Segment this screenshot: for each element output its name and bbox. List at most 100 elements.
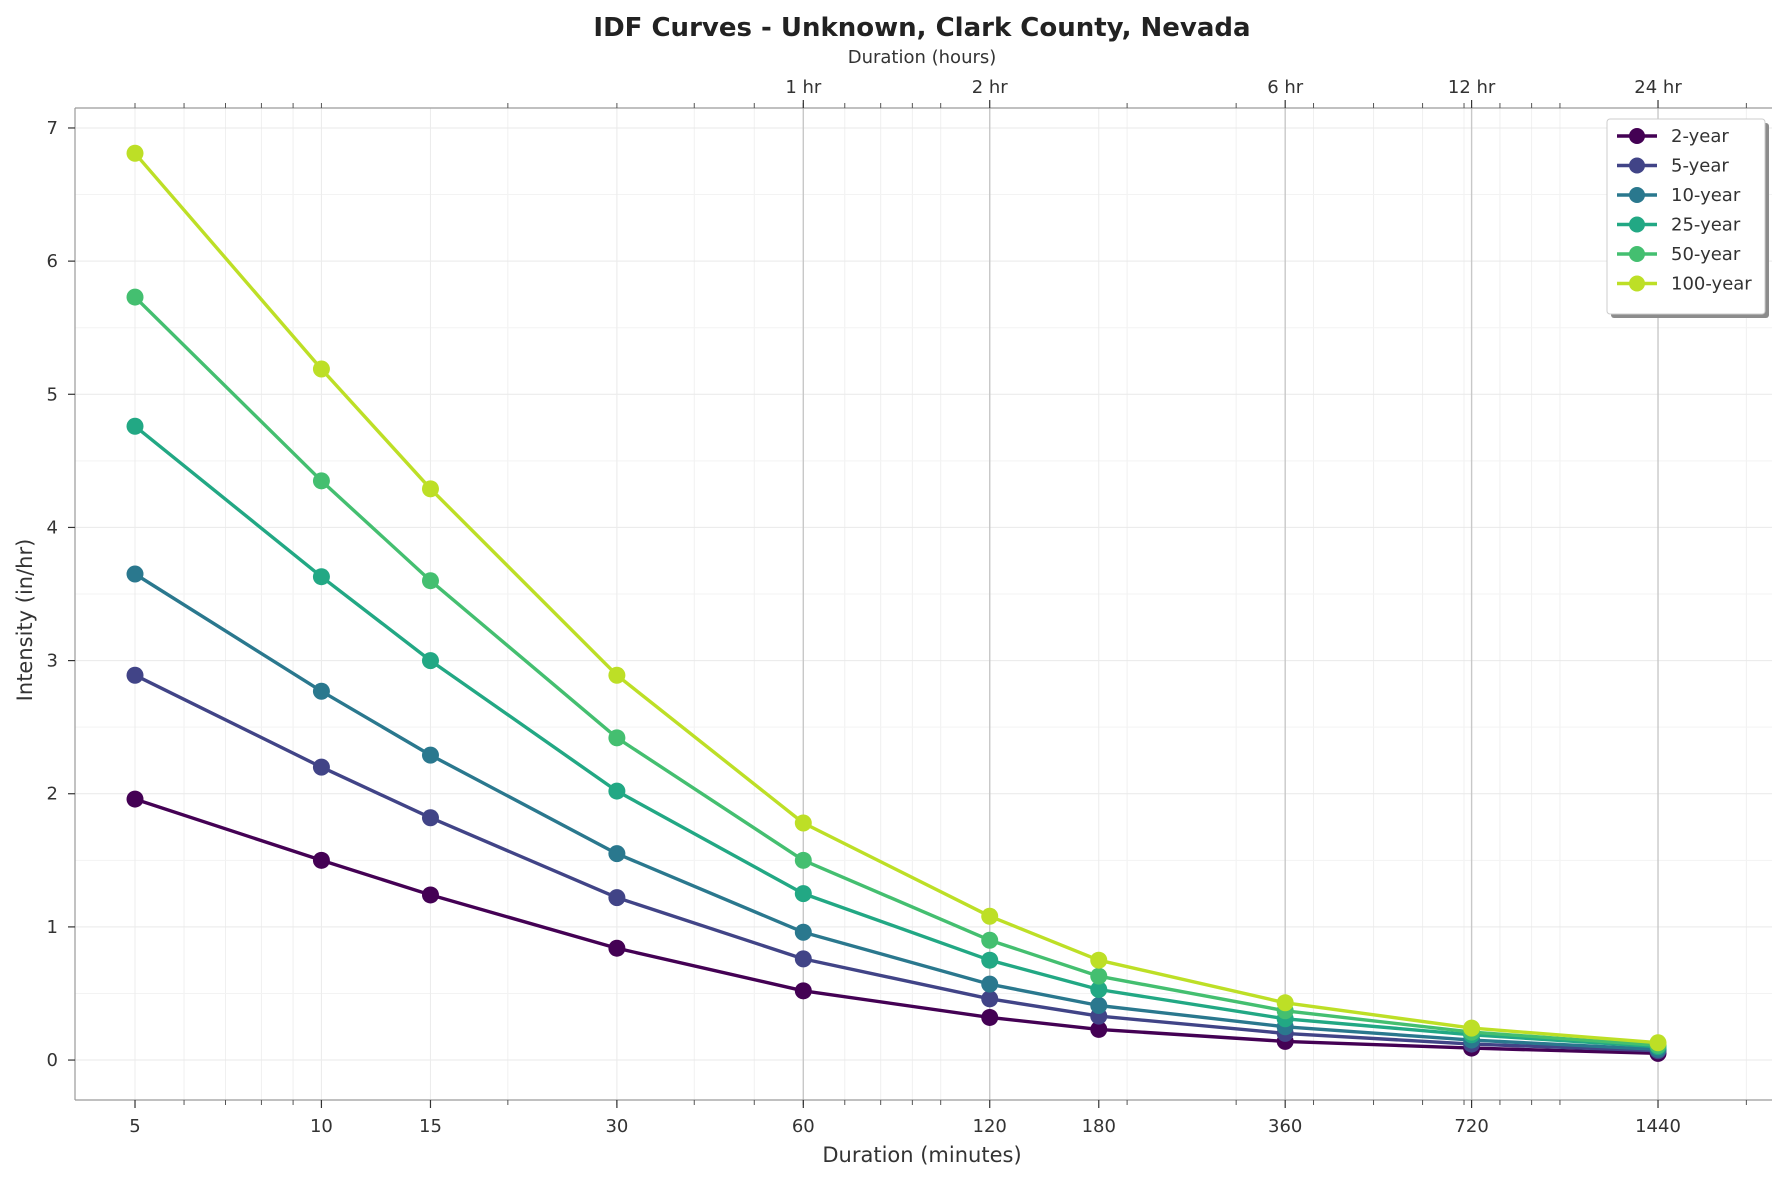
data-point <box>312 360 330 378</box>
legend-entry: 25-year <box>1617 215 1741 236</box>
data-point <box>126 565 144 583</box>
legend-marker <box>1629 216 1645 233</box>
data-point <box>608 889 626 907</box>
data-point <box>312 568 330 586</box>
legend-entry: 10-year <box>1617 185 1741 206</box>
series-group <box>126 144 1667 1062</box>
data-point <box>1090 996 1108 1014</box>
data-point <box>1090 967 1108 985</box>
data-point <box>126 417 144 435</box>
top-axis-label: Duration (hours) <box>848 47 997 68</box>
y-tick-label: 2 <box>47 784 58 805</box>
y-tick-label: 6 <box>47 251 58 272</box>
data-point <box>126 666 144 684</box>
data-point <box>608 782 626 800</box>
legend-marker <box>1629 275 1645 292</box>
top-tick-label: 12 hr <box>1448 77 1496 98</box>
data-point <box>794 923 812 941</box>
data-point <box>126 288 144 306</box>
legend-box <box>1606 118 1766 315</box>
x-tick-label: 180 <box>1082 1116 1116 1137</box>
series-line <box>134 572 1659 1052</box>
x-tick-label: 120 <box>973 1116 1007 1137</box>
top-tick-label: 1 hr <box>785 77 822 98</box>
data-point <box>421 809 439 827</box>
x-tick-label: 10 <box>310 1116 333 1137</box>
series-25-year <box>126 417 1667 1056</box>
data-point <box>312 682 330 700</box>
x-tick-label: 360 <box>1268 1116 1302 1137</box>
data-point <box>794 982 812 1000</box>
x-tick-label: 5 <box>129 1116 140 1137</box>
y-axis-label: Intensity (in/hr) <box>13 539 37 702</box>
series-line <box>134 797 1659 1056</box>
data-point <box>608 845 626 863</box>
top-tick-label: 2 hr <box>972 77 1009 98</box>
top-tick-label: 24 hr <box>1634 77 1682 98</box>
series-line <box>133 424 1659 1049</box>
x-axis-label: Duration (minutes) <box>822 1143 1021 1167</box>
y-tick-label: 5 <box>47 384 58 405</box>
x-tick-label: 60 <box>792 1116 815 1137</box>
top-tick-label: 6 hr <box>1267 77 1304 98</box>
legend-label: 100-year <box>1671 274 1752 295</box>
data-point <box>1276 994 1294 1012</box>
data-point <box>421 480 439 498</box>
y-tick-label: 0 <box>47 1050 58 1071</box>
data-point <box>421 652 439 670</box>
data-point <box>421 572 439 590</box>
series-100-year <box>126 144 1667 1052</box>
data-point <box>1090 1020 1108 1038</box>
data-point <box>1090 980 1108 998</box>
legend-label: 5-year <box>1671 156 1729 177</box>
legend-marker <box>1629 246 1645 262</box>
legend-entry: 100-year <box>1617 274 1752 295</box>
x-tick-label: 1440 <box>1635 1116 1681 1137</box>
x-tick-label: 15 <box>419 1116 442 1137</box>
series-line <box>133 152 1659 1045</box>
data-point <box>608 666 626 684</box>
y-tick-label: 1 <box>47 917 58 938</box>
legend-label: 25-year <box>1671 215 1741 236</box>
legend-entry: 50-year <box>1617 244 1741 265</box>
legend-marker <box>1629 128 1645 144</box>
legend-marker <box>1629 157 1645 174</box>
data-point <box>981 931 999 949</box>
data-point <box>126 144 144 162</box>
x-tick-label: 30 <box>605 1116 628 1137</box>
data-point <box>421 746 439 764</box>
data-point <box>421 886 439 904</box>
data-point <box>981 990 999 1008</box>
series-line <box>134 673 1659 1053</box>
legend-entry: 2-year <box>1617 126 1729 147</box>
chart-title: IDF Curves - Unknown, Clark County, Neva… <box>593 13 1250 43</box>
data-point <box>981 1008 999 1026</box>
x-tick-label: 720 <box>1454 1116 1488 1137</box>
data-point <box>794 885 812 903</box>
data-point <box>126 790 144 808</box>
legend-label: 50-year <box>1671 244 1741 265</box>
legend-marker <box>1629 187 1645 203</box>
y-tick-label: 3 <box>47 651 58 672</box>
data-point <box>1090 951 1108 969</box>
legend-entry: 5-year <box>1617 156 1729 177</box>
data-point <box>794 950 812 968</box>
data-point <box>981 907 999 925</box>
legend: 2-year 5-year 10-year 25-year 50-year 100-yea… <box>1606 118 1769 318</box>
legend-label: 10-year <box>1671 185 1741 206</box>
y-tick-label: 7 <box>47 118 58 139</box>
y-tick-label: 4 <box>47 517 58 538</box>
series-line <box>133 295 1659 1048</box>
data-point <box>312 472 330 490</box>
data-point <box>608 729 626 747</box>
data-point <box>981 975 999 993</box>
data-point <box>1649 1034 1667 1052</box>
data-point <box>794 851 812 869</box>
data-point <box>608 939 626 957</box>
data-point <box>794 814 812 832</box>
data-point <box>312 758 330 776</box>
data-point <box>1463 1019 1481 1037</box>
data-point <box>312 851 330 869</box>
